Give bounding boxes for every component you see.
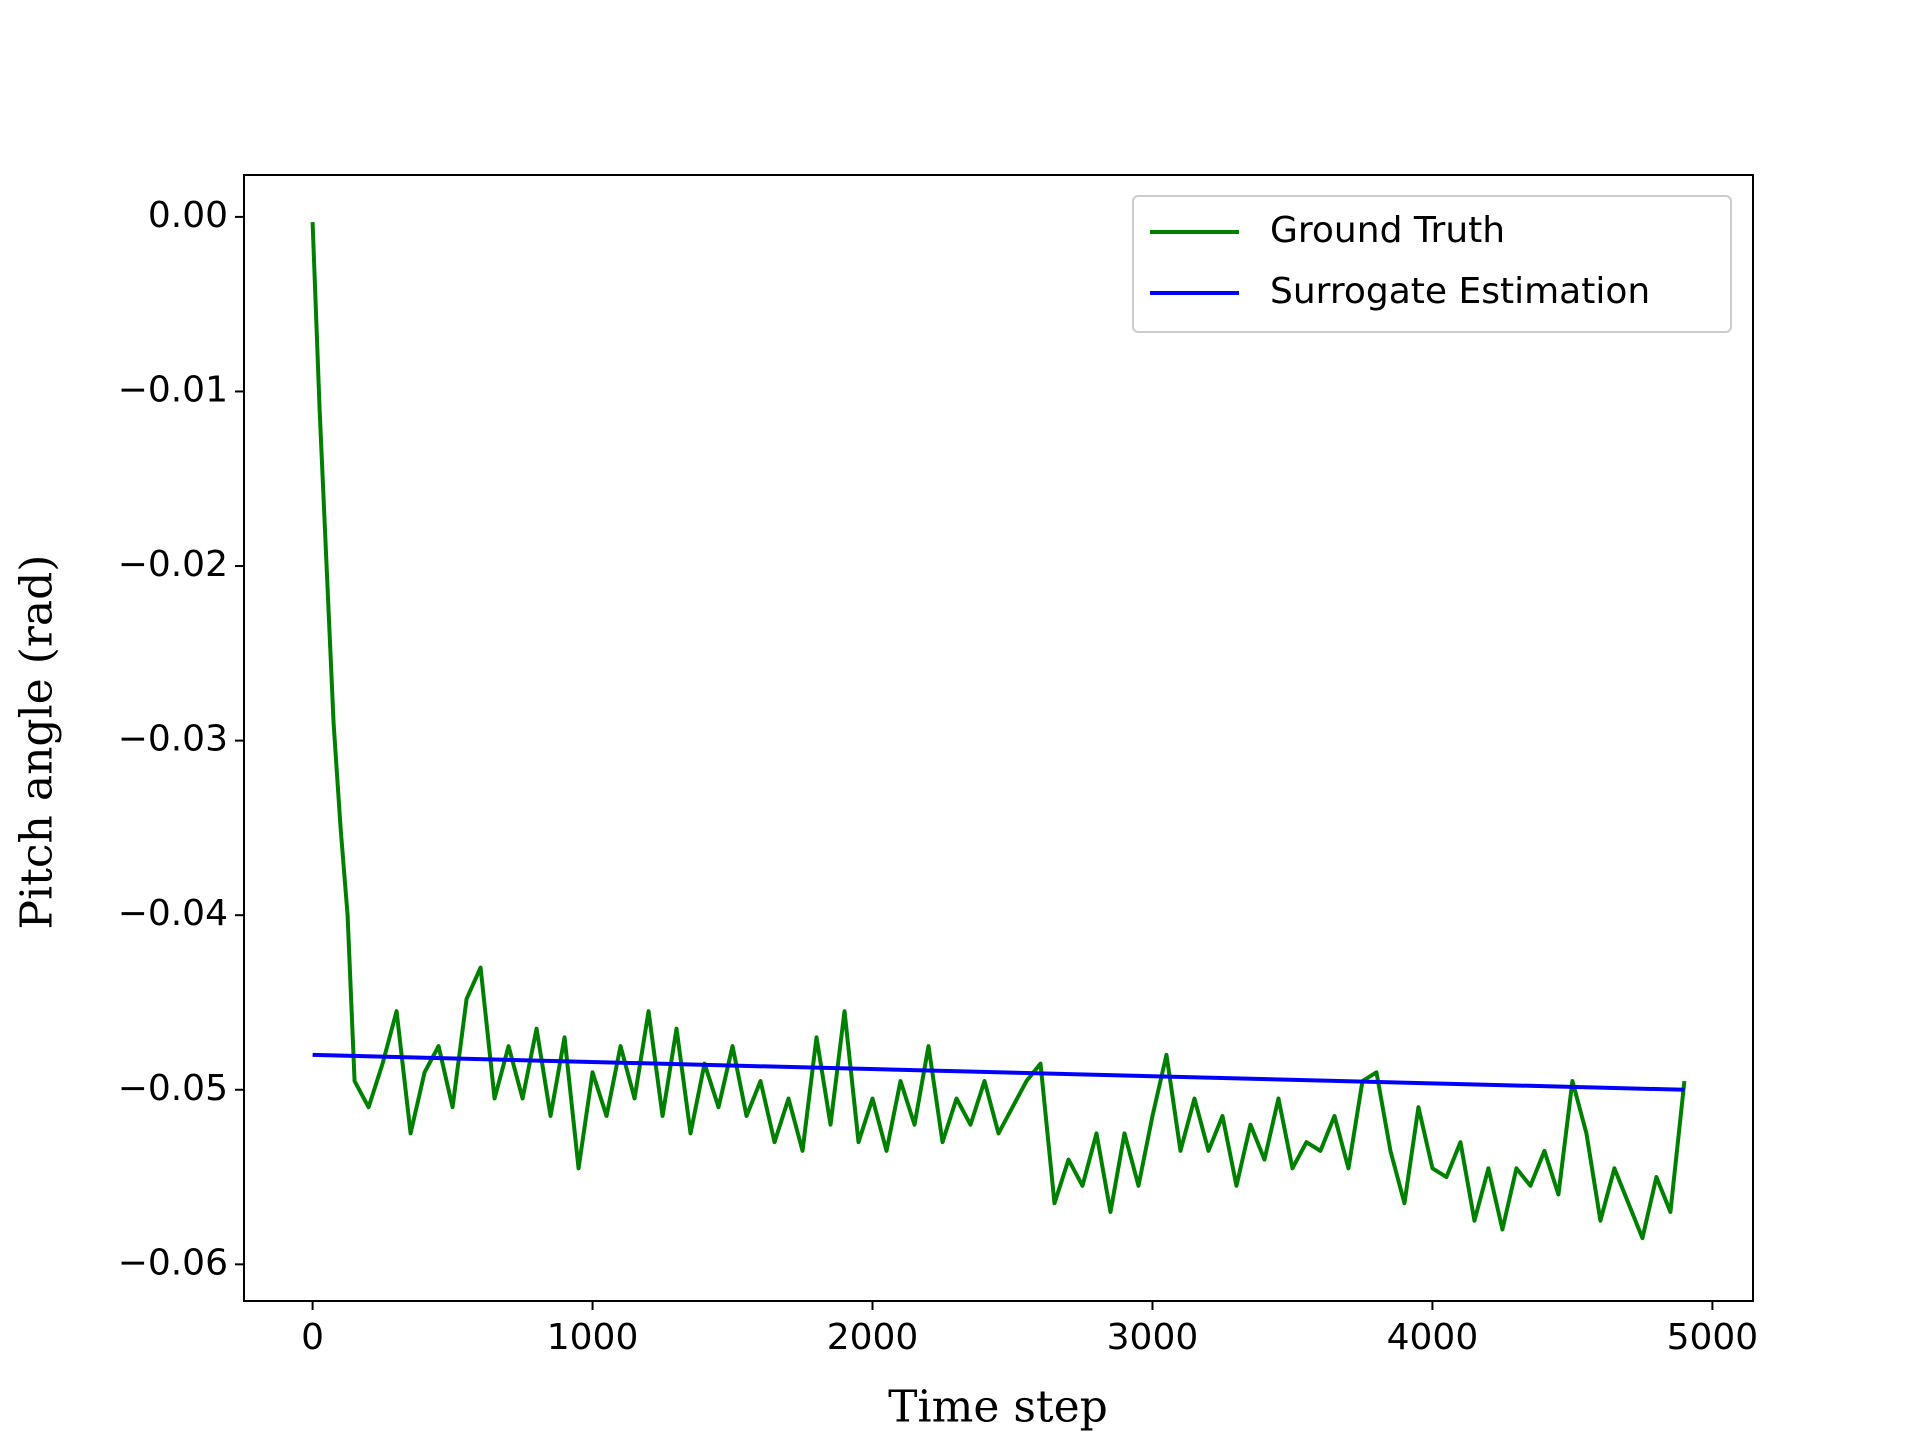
y-tick-label: 0.00	[148, 195, 228, 236]
y-tick-label: −0.04	[118, 893, 228, 934]
x-tick-label: 2000	[827, 1317, 919, 1358]
series-line	[312, 1052, 1685, 1092]
y-tick-label: −0.01	[118, 369, 228, 410]
y-tick-label: −0.05	[118, 1068, 228, 1109]
legend-label: Ground Truth	[1270, 210, 1505, 251]
plot-frame	[243, 174, 1754, 1302]
x-axis-label: Time step	[888, 1382, 1108, 1433]
y-tick-label: −0.06	[118, 1242, 228, 1283]
y-tick-label: −0.03	[118, 719, 228, 760]
x-tick-label: 5000	[1667, 1317, 1759, 1358]
legend-box	[1132, 195, 1732, 333]
legend-label: Surrogate Estimation	[1270, 271, 1650, 312]
series-line	[310, 222, 1687, 1241]
x-tick-label: 0	[301, 1317, 324, 1358]
y-axis-label: Pitch angle (rad)	[12, 555, 63, 930]
y-tick-label: −0.02	[118, 544, 228, 585]
x-tick-label: 4000	[1387, 1317, 1479, 1358]
x-tick-label: 3000	[1107, 1317, 1199, 1358]
x-tick-label: 1000	[547, 1317, 639, 1358]
